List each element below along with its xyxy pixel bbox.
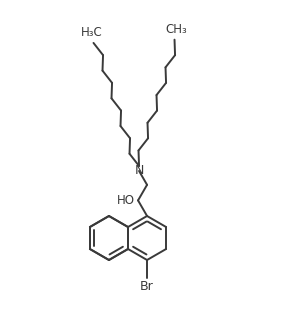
Text: Br: Br [140, 280, 154, 293]
Text: HO: HO [117, 194, 135, 207]
Text: N: N [134, 164, 144, 177]
Text: H₃C: H₃C [81, 26, 102, 39]
Text: CH₃: CH₃ [165, 23, 188, 36]
